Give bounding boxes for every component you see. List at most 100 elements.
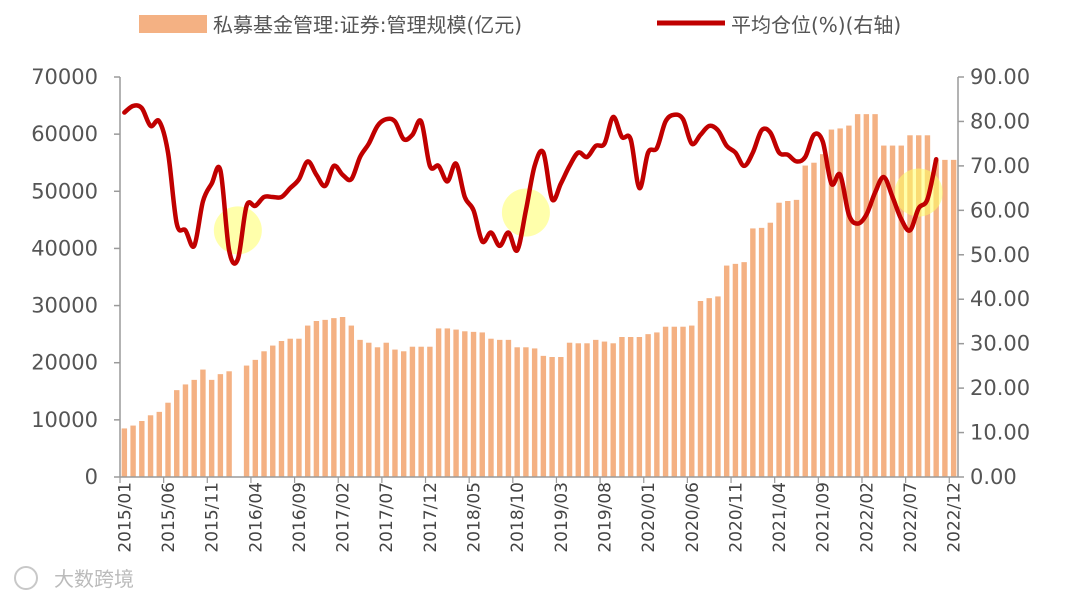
bar <box>313 321 320 477</box>
bar <box>304 325 311 477</box>
bar <box>619 337 625 477</box>
bar <box>130 425 136 477</box>
x-axis-tick-label: 2020/01 <box>639 482 659 553</box>
bar <box>793 199 800 478</box>
bar <box>802 165 808 477</box>
bar <box>427 346 433 477</box>
bar <box>933 159 939 478</box>
bar <box>200 369 206 477</box>
bar <box>706 298 712 477</box>
bar <box>907 135 913 478</box>
legend: 私募基金管理:证券:管理规模(亿元) 平均仓位(%)(右轴) <box>139 13 901 37</box>
bar-series <box>121 114 957 478</box>
bar <box>715 296 721 477</box>
x-axis-tick-label: 2020/06 <box>683 482 703 553</box>
x-axis-tick-label: 2021/04 <box>770 482 790 553</box>
legend-bar-swatch <box>139 15 207 33</box>
bar <box>549 357 555 477</box>
bar <box>654 332 660 477</box>
right-axis-tick-label: 20.00 <box>970 376 1030 400</box>
legend-line-label: 平均仓位(%)(右轴) <box>731 13 901 37</box>
bar <box>165 402 171 477</box>
bar <box>776 202 782 477</box>
bar <box>270 345 276 477</box>
bar <box>889 145 896 477</box>
x-axis-tick-label: 2016/09 <box>290 482 310 553</box>
bar <box>741 262 747 477</box>
x-axis-tick-label: 2017/02 <box>334 482 354 553</box>
bar <box>278 341 285 477</box>
bar <box>226 371 232 477</box>
x-axis-tick-label: 2015/11 <box>203 482 223 553</box>
bar <box>243 365 250 477</box>
bar <box>182 384 189 477</box>
line-series <box>122 103 939 266</box>
left-axis-tick-label: 70000 <box>31 65 98 89</box>
legend-bar-label: 私募基金管理:证券:管理规模(亿元) <box>213 13 522 37</box>
bar <box>366 342 372 477</box>
x-axis-tick-label: 2017/12 <box>421 482 441 553</box>
bar <box>418 346 424 477</box>
bar <box>296 338 302 477</box>
right-axis-tick-label: 60.00 <box>970 198 1030 222</box>
left-axis-tick-label: 60000 <box>31 122 98 146</box>
bar <box>601 341 608 477</box>
bar <box>400 351 407 477</box>
bar <box>593 339 599 477</box>
bar <box>680 326 686 477</box>
bar <box>898 145 904 477</box>
bar <box>139 421 145 477</box>
bar <box>837 128 843 477</box>
right-axis-tick-label: 10.00 <box>970 421 1030 445</box>
right-axis-tick-label: 90.00 <box>970 65 1030 89</box>
bar <box>462 331 468 477</box>
x-axis-tick-label: 2019/08 <box>595 482 615 553</box>
left-axis-tick-label: 50000 <box>31 179 98 203</box>
bar <box>689 325 695 477</box>
bar <box>540 355 547 477</box>
bar <box>252 359 259 477</box>
bar <box>819 154 826 477</box>
axes: 0 10000 20000 30000 40000 50000 60000 70000 0.00… <box>31 65 1030 553</box>
bar <box>444 328 451 477</box>
bar <box>479 332 485 477</box>
right-axis-tick-label: 80.00 <box>970 109 1030 133</box>
bar <box>156 411 162 477</box>
right-axis-tick-label: 40.00 <box>970 287 1030 311</box>
bar <box>662 326 669 477</box>
x-axis-tick-label: 2021/09 <box>814 482 834 553</box>
bar <box>881 145 887 477</box>
bar <box>723 265 730 477</box>
x-axis-tick-label: 2022/12 <box>945 482 965 553</box>
bar <box>357 339 363 477</box>
right-axis-tick-label: 0.00 <box>970 465 1017 489</box>
bar <box>191 379 197 477</box>
bar <box>811 162 817 477</box>
bar <box>217 374 224 477</box>
bar <box>566 342 573 477</box>
bar <box>174 390 180 477</box>
bar <box>383 342 389 477</box>
bar <box>392 349 398 477</box>
bar <box>610 343 616 477</box>
x-axis-tick-label: 2022/07 <box>901 482 921 553</box>
bar <box>261 351 267 477</box>
line-series-path <box>122 103 939 266</box>
bar <box>758 227 765 477</box>
x-axis-tick-label: 2016/04 <box>246 482 266 553</box>
x-axis-tick-label: 2017/07 <box>377 482 397 553</box>
bar <box>767 222 774 477</box>
x-axis-tick-label: 2022/02 <box>857 482 877 553</box>
right-axis-tick-label: 70.00 <box>970 154 1030 178</box>
bar <box>523 347 529 477</box>
bar <box>785 201 791 477</box>
bar <box>854 114 861 477</box>
right-axis-tick-label: 50.00 <box>970 243 1030 267</box>
bar <box>147 415 154 477</box>
left-axis-tick-label: 30000 <box>31 294 98 318</box>
x-axis-tick-label: 2015/06 <box>159 482 179 553</box>
watermark: 大数跨境 <box>14 566 134 591</box>
x-axis-tick-label: 2019/03 <box>552 482 572 553</box>
bar <box>505 339 512 477</box>
bar <box>409 346 416 477</box>
